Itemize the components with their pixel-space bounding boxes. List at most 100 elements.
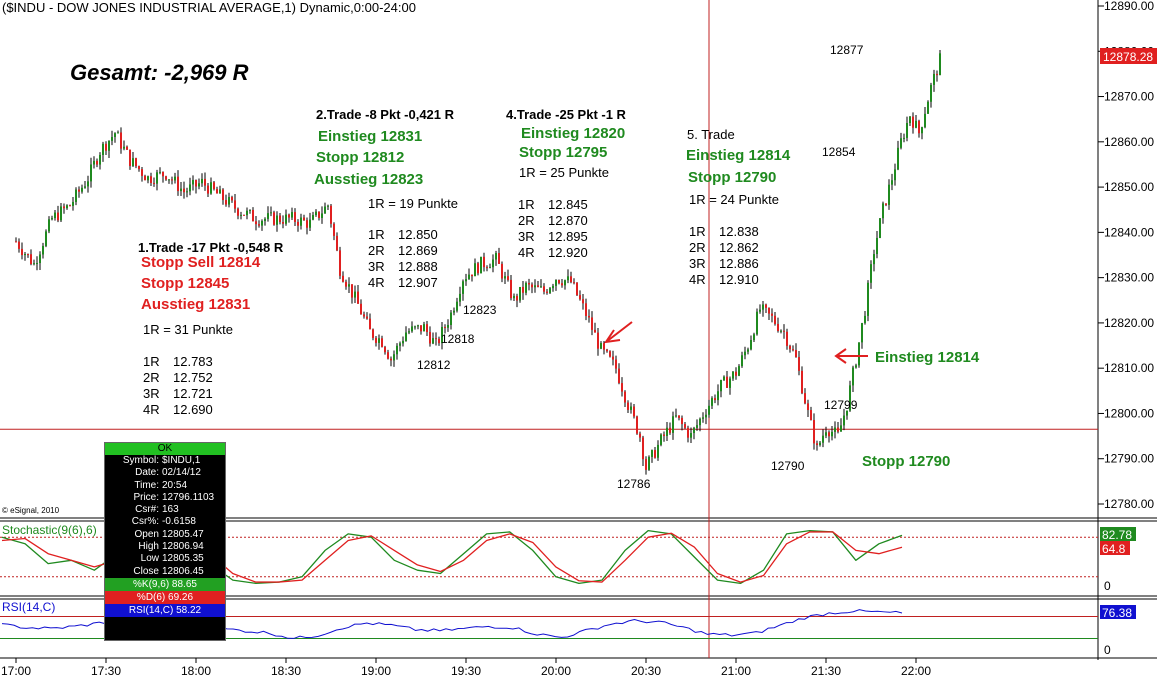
candle-body [852,367,854,386]
arrow-icon-einstieg [834,348,868,364]
candle-body [738,366,740,376]
candle-body [222,189,224,201]
candle-body [309,219,311,228]
candle-body [405,332,407,341]
candle-body [663,434,665,436]
candle-body [387,352,389,359]
candle-body [363,314,365,317]
candle-body [627,402,629,410]
candle-body [882,203,884,219]
candle-body [132,158,134,166]
candle-body [528,282,530,285]
candle-body [33,263,35,265]
candle-body [648,456,650,470]
candle-body [708,405,710,415]
candle-body [867,282,869,316]
candle-body [192,179,194,185]
level-value: 12.752 [173,370,213,385]
candle-body [342,275,344,282]
candle-body [279,215,281,223]
candle-body [582,299,584,304]
candle-body [594,329,596,333]
infobox-ok-button[interactable]: OK [105,443,225,455]
candle-body [519,286,521,301]
candle-body [375,337,377,343]
candle-body [216,189,218,194]
candle-body [315,211,317,216]
candle-body [369,318,371,330]
candle-body [573,282,575,284]
candle-body [567,276,569,281]
trade2-r: 1R = 19 Punkte [368,196,458,211]
candle-body [411,326,413,332]
candle-body [765,304,767,308]
candle-body [786,331,788,346]
candle-body [798,357,800,371]
cursor-info-box: OK Symbol: $INDU,1 Date: 02/14/12 Time: 20:54… [104,442,226,641]
trade4-r: 1R = 25 Punkte [519,165,609,180]
candle-body [591,317,593,330]
candle-body [936,73,938,76]
price-tick-label: 12810.00 [1104,361,1154,375]
time-tick-label: 19:30 [451,664,481,678]
candle-body [816,443,818,445]
stoch-title: Stochastic(9(6),6) [2,523,97,537]
candle-body [939,53,941,76]
candle-body [231,197,233,201]
candle-body [891,180,893,185]
trade1-head: 1.Trade -17 Pkt -0,548 R [138,240,284,255]
candle-body [633,406,635,417]
level-value: 12.910 [719,272,759,287]
level-value: 12.870 [548,213,588,228]
candle-body [444,326,446,328]
einstieg-arrow-label: Einstieg 12814 [875,349,980,366]
candle-body [504,276,506,279]
candle-body [825,432,827,436]
infobox-d: %D(6) 69.26 [105,590,225,604]
time-axis-ticks: 17:00 17:30 18:00 18:30 19:00 19:30 20:00 20:30… [1,658,931,678]
level-value: 12.920 [548,245,588,260]
candle-body [237,208,239,216]
infobox-value: 12805.35 [162,553,204,565]
last-price-tag [1100,48,1157,64]
candle-body [900,138,902,148]
label-12854: 12854 [822,145,856,159]
candle-body [66,205,68,209]
candle-body [846,410,848,416]
candle-body [855,365,857,368]
time-tick-label: 17:00 [1,664,31,678]
candle-body [168,179,170,181]
candle-body [915,120,917,128]
candle-body [60,206,62,221]
candle-body [696,425,698,428]
trade5-r: 1R = 24 Punkte [689,192,779,207]
infobox-key: Time: [134,479,159,491]
candle-body [513,295,515,299]
candle-body [714,398,716,401]
candle-body [624,391,626,403]
candle-body [285,214,287,224]
infobox-rsi: RSI(14,C) 58.22 [105,603,225,617]
candle-body [843,415,845,426]
candle-body [585,303,587,316]
candle-body [390,358,392,361]
level-value: 12.888 [398,259,438,274]
label-12799: 12799 [824,398,858,412]
candle-body [300,217,302,226]
candle-body [561,283,563,286]
candle-body [630,406,632,410]
candle-body [324,206,326,214]
level-value: 12.721 [173,386,213,401]
candle-body [417,325,419,327]
rsi-zero: 0 [1104,643,1111,657]
candle-body [69,205,71,207]
candle-body [282,222,284,224]
candle-body [408,331,410,333]
last-price-text: 12878.28 [1103,50,1153,64]
candle-body [555,279,557,286]
level-value: 12.845 [548,197,588,212]
candle-body [459,293,461,302]
candle-body [705,414,707,418]
candle-body [435,338,437,340]
candle-body [501,263,503,279]
